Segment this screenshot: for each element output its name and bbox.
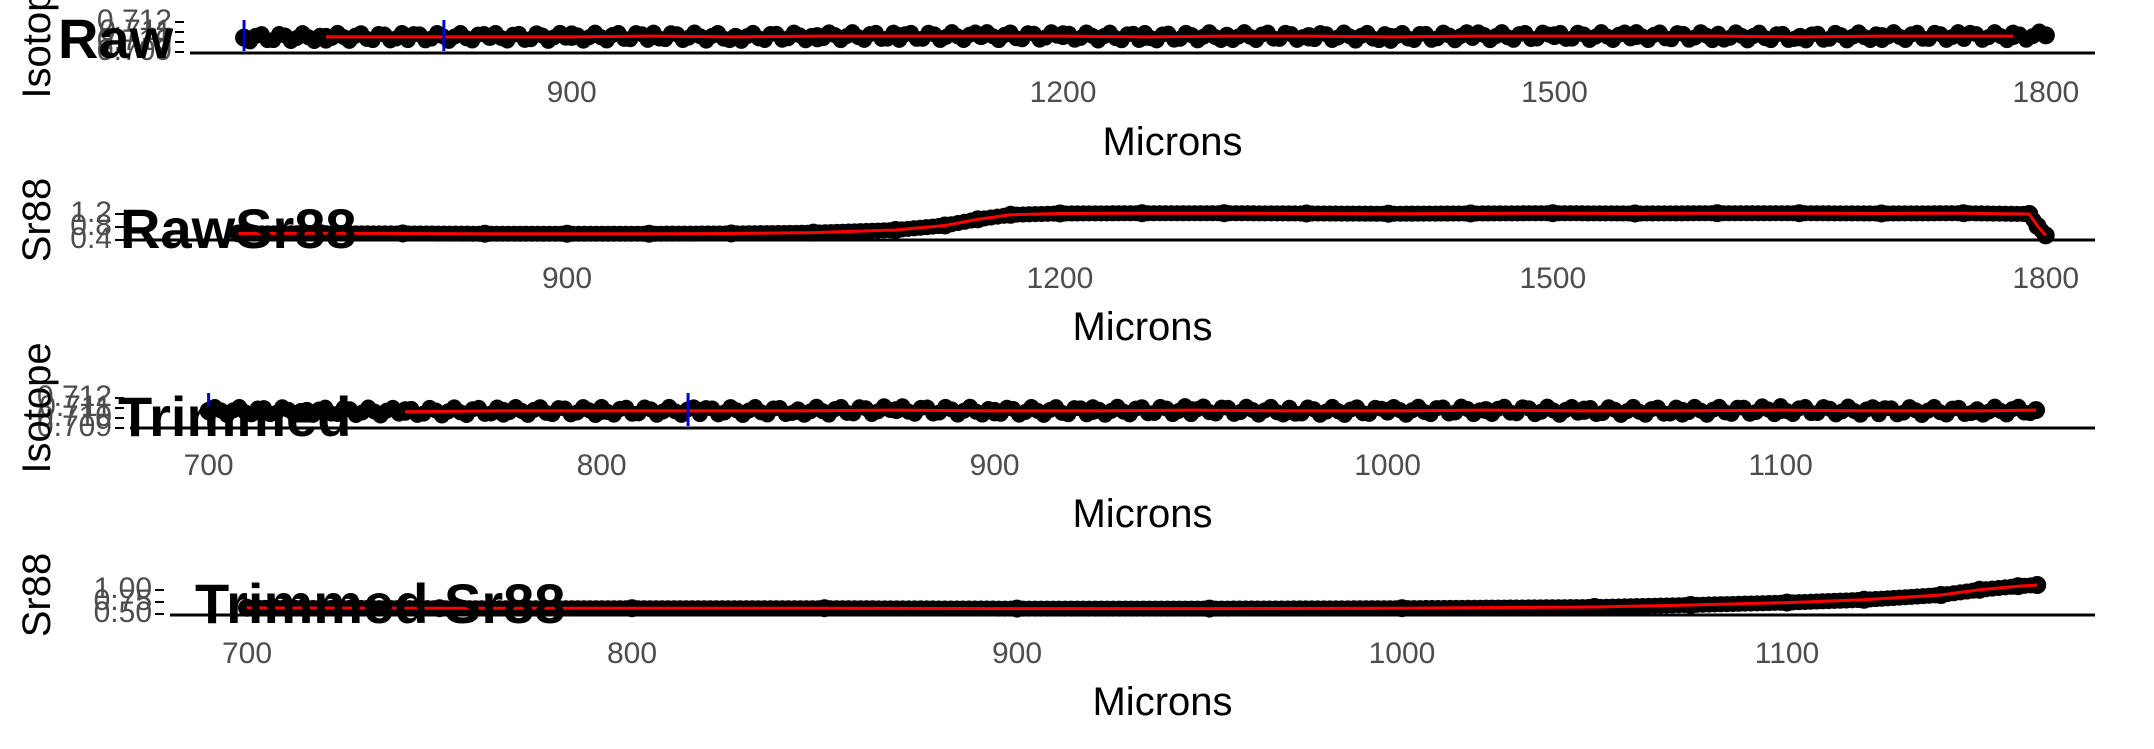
panel-title: Trimmed [118,385,351,448]
x-axis-title: Microns [1102,120,1242,164]
fit-line [238,211,2047,237]
y-tick-label: 0.710 [37,400,112,433]
y-tick-label: 0.50 [94,596,152,629]
x-tick-label: 1000 [1354,449,1421,482]
x-axis-title: Microns [1072,305,1212,349]
y-tick-label: 0.4 [70,222,112,255]
x-tick-label: 1100 [1748,449,1813,482]
x-tick-label: 900 [992,637,1042,670]
fit-line [325,34,2014,39]
y-axis-title: Isotope [15,0,59,99]
x-tick-label: 700 [222,637,272,670]
data-point [2036,26,2055,45]
panel-trimmed-sr88: 1.000.750.50 700 800 900 1000 1100 Microns Sr88… [15,553,2095,724]
y-axis-title: Sr88 [15,178,59,263]
data-points [229,204,2055,245]
x-tick-label: 1500 [1519,262,1586,295]
fit-line [246,583,2038,611]
panel-title: RawSr88 [120,197,357,260]
y-tick-label: 0.75 [94,584,152,617]
x-axis-title: Microns [1072,492,1212,536]
data-point [297,401,316,420]
x-tick-label: 900 [970,449,1020,482]
y-tick-label: 0.712 [97,4,172,37]
y-tick-label: 1.00 [94,572,152,605]
y-tick-label: 0.710 [97,24,172,57]
y-tick-label: 0.711 [99,14,172,47]
x-tick-label: 1000 [1369,637,1436,670]
x-tick-label: 1200 [1027,262,1094,295]
x-tick-label: 1800 [2012,76,2079,109]
x-axis-title: Microns [1092,680,1232,724]
x-tick-label: 1800 [2012,262,2079,295]
panel-title: Trimmed Sr88 [195,572,565,635]
x-tick-label: 800 [577,449,627,482]
y-tick-label: 0.712 [37,380,112,413]
y-tick-label: 1.2 [70,196,112,229]
panel-raw-sr88: 1.20.80.4 900 1200 1500 1800 Microns Sr88 RawSr… [15,178,2095,349]
y-tick-label: 0.709 [97,34,172,67]
panel-title: Raw [58,7,174,70]
x-tick-label: 1100 [1755,637,1820,670]
x-tick-label: 1500 [1521,76,1588,109]
x-tick-label: 700 [184,449,234,482]
x-tick-label: 900 [547,76,597,109]
y-axis-title: Isotope [15,342,59,473]
y-tick-label: 0.709 [37,410,112,443]
x-tick-label: 1200 [1030,76,1097,109]
y-axis-title: Sr88 [15,553,59,638]
y-tick-label: 0.711 [39,390,112,423]
data-points [238,576,2047,618]
y-tick-label: 0.8 [70,209,112,242]
x-tick-label: 800 [607,637,657,670]
x-tick-label: 900 [542,262,592,295]
fit-line [405,408,2037,414]
